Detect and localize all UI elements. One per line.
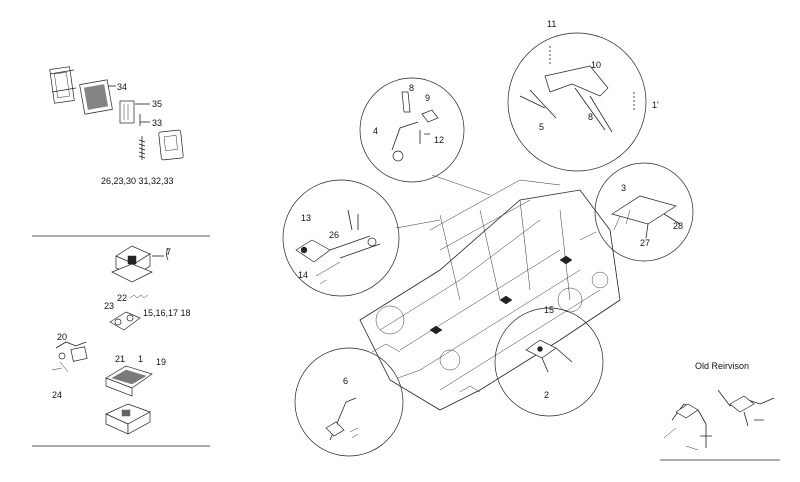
housing-part	[158, 129, 184, 161]
label-34: 34	[117, 82, 127, 92]
label-1prime: 1'	[652, 100, 659, 110]
screw-part	[138, 136, 146, 160]
detail-circle-lower-right: 15 2	[494, 305, 604, 417]
label-5: 5	[539, 122, 544, 132]
label-23: 23	[104, 301, 114, 311]
label-9: 9	[425, 93, 430, 103]
label-1: 1	[138, 354, 143, 364]
valve-block-part	[105, 365, 153, 397]
detail-circle-top: 11 10 1' 5 8	[507, 19, 659, 172]
old-revision-title: Old Reirvison	[695, 361, 749, 371]
label-27: 27	[640, 238, 650, 248]
label-21: 21	[115, 354, 125, 364]
label-22: 22	[117, 293, 127, 303]
label-11: 11	[547, 19, 556, 29]
old-revision-inset: Old Reirvison	[660, 361, 780, 461]
label-3: 3	[621, 183, 626, 193]
detail-circle-lower-left: 6	[294, 347, 421, 457]
label-10: 10	[591, 60, 601, 70]
pin-part-33	[139, 114, 150, 126]
label-20: 20	[57, 332, 67, 342]
module-part-34	[79, 79, 116, 115]
label-26: 26	[329, 230, 339, 240]
bottom-block-part	[105, 403, 151, 435]
connector-part	[109, 311, 141, 331]
base-part	[111, 263, 153, 283]
label-19: 19	[156, 357, 166, 367]
bracket-part-left	[49, 66, 77, 104]
detail-circle-right: 3 27 28	[579, 162, 694, 262]
label-7: 7	[166, 247, 171, 257]
label-4: 4	[373, 126, 378, 136]
top-left-parts-group: 34 35 33 26,23,30 31,32,33	[49, 66, 184, 186]
central-machine-assembly	[359, 179, 621, 411]
label-28: 28	[673, 221, 683, 231]
detail-circle-left: 13 26 14	[282, 179, 441, 297]
label-24: 24	[52, 390, 62, 400]
clip-part	[129, 294, 149, 299]
label-13: 13	[301, 213, 311, 223]
label-15-18: 15,16,17 18	[143, 308, 191, 318]
middle-left-parts-group: 7 22 23 15,16,17 18 20 21 1 19 24	[51, 245, 191, 435]
detail-circle-upper-mid: 8 9 4 12	[359, 77, 491, 196]
label-8-mid: 8	[409, 83, 414, 93]
plate-part-35	[119, 100, 150, 124]
label-8-top: 8	[588, 112, 593, 122]
label-14: 14	[298, 270, 308, 280]
label-15: 15	[544, 305, 554, 315]
harness-part-20	[51, 341, 88, 373]
label-12: 12	[434, 135, 444, 145]
label-2: 2	[544, 390, 549, 400]
label-33: 33	[152, 118, 162, 128]
label-35: 35	[152, 99, 162, 109]
label-list-top: 26,23,30 31,32,33	[101, 176, 174, 186]
label-6: 6	[343, 376, 348, 386]
